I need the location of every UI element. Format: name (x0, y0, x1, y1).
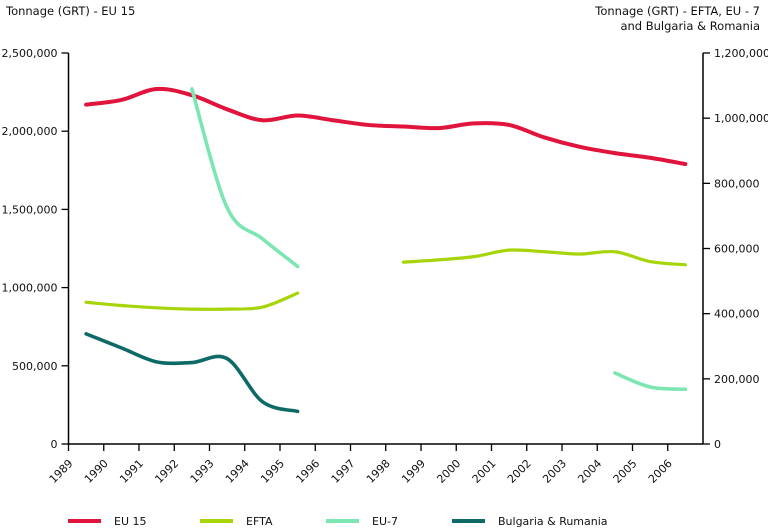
right-axis-tick-label: 600,000 (714, 243, 760, 256)
left-axis-tick-label: 2,500,000 (2, 47, 58, 60)
legend-label-efta: EFTA (246, 514, 273, 528)
legend-swatch-eu15 (68, 519, 101, 523)
legend: EU 15 EFTA EU-7 Bulgaria & Rumania (0, 511, 768, 532)
legend-label-bulgaria-rumania: Bulgaria & Rumania (498, 514, 608, 528)
series-line-efta (84, 291, 300, 311)
right-axis-tick-label: 200,000 (714, 373, 760, 386)
x-axis-year-label: 1998 (364, 457, 393, 486)
left-axis-tick-label: 1,000,000 (2, 282, 58, 295)
right-axis-tick-label: 800,000 (714, 177, 760, 190)
series-line-efta-seg2 (401, 248, 687, 267)
series-line-bulgaria-rumania (84, 332, 300, 414)
x-axis-year-label: 1999 (399, 457, 428, 486)
legend-item-eu7: EU-7 (326, 511, 398, 531)
right-axis-title-line2: and Bulgaria & Romania (620, 18, 760, 33)
x-axis-year-label: 2003 (540, 457, 569, 486)
legend-item-efta: EFTA (200, 511, 272, 531)
x-axis-year-label: 1993 (188, 457, 217, 486)
x-axis-year-label: 1989 (47, 457, 76, 486)
series-line-eu-7-seg2 (613, 371, 688, 392)
x-axis-year-label: 2005 (611, 457, 640, 486)
x-axis-year-label: 1994 (223, 457, 252, 486)
x-axis-year-label: 1991 (117, 457, 146, 486)
legend-label-eu7: EU-7 (372, 514, 398, 528)
right-axis-title: Tonnage (GRT) - EFTA, EU - 7 and Bulgari… (595, 4, 760, 33)
legend-swatch-bulgaria-rumania (452, 519, 485, 523)
x-axis-year-label: 1992 (152, 457, 181, 486)
legend-swatch-efta (200, 519, 233, 523)
right-axis-tick-label: 0 (714, 438, 721, 451)
x-axis-year-label: 1996 (293, 457, 322, 486)
chart-canvas: 0 500,000 1,000,000 1,500,000 2,000,000 2,500… (2, 47, 768, 486)
right-axis-tick-label: 1,000,000 (714, 112, 768, 125)
x-axis-year-label: 2000 (434, 457, 463, 486)
left-axis-tick-label: 500,000 (12, 360, 58, 373)
series-line-eu-15 (84, 86, 688, 167)
legend-item-eu15: EU 15 (68, 511, 147, 531)
left-axis-tick-label: 2,000,000 (2, 125, 58, 138)
x-axis-year-label: 1995 (258, 457, 287, 486)
legend-item-bulgaria-rumania: Bulgaria & Rumania (452, 511, 608, 531)
right-axis-tick-label: 400,000 (714, 308, 760, 321)
x-axis-year-label: 2002 (505, 457, 534, 486)
axes-lines (67, 53, 704, 445)
legend-swatch-eu7 (326, 519, 359, 523)
right-axis-title-line1: Tonnage (GRT) - EFTA, EU - 7 (595, 4, 760, 18)
x-axis-year-label: 1997 (329, 457, 358, 486)
left-axis-tick-label: 1,500,000 (2, 203, 58, 216)
left-axis-title: Tonnage (GRT) - EU 15 (6, 4, 136, 18)
x-axis-year-label: 2001 (470, 457, 499, 486)
left-axis-tick-label: 0 (51, 438, 58, 451)
right-axis-tick-label: 1,200,000 (714, 47, 768, 60)
x-axis-year-label: 2006 (646, 457, 675, 486)
x-axis-year-label: 1990 (82, 457, 111, 486)
x-axis-year-label: 2004 (575, 457, 604, 486)
series-line-eu-7 (190, 87, 300, 269)
legend-label-eu15: EU 15 (114, 514, 147, 528)
